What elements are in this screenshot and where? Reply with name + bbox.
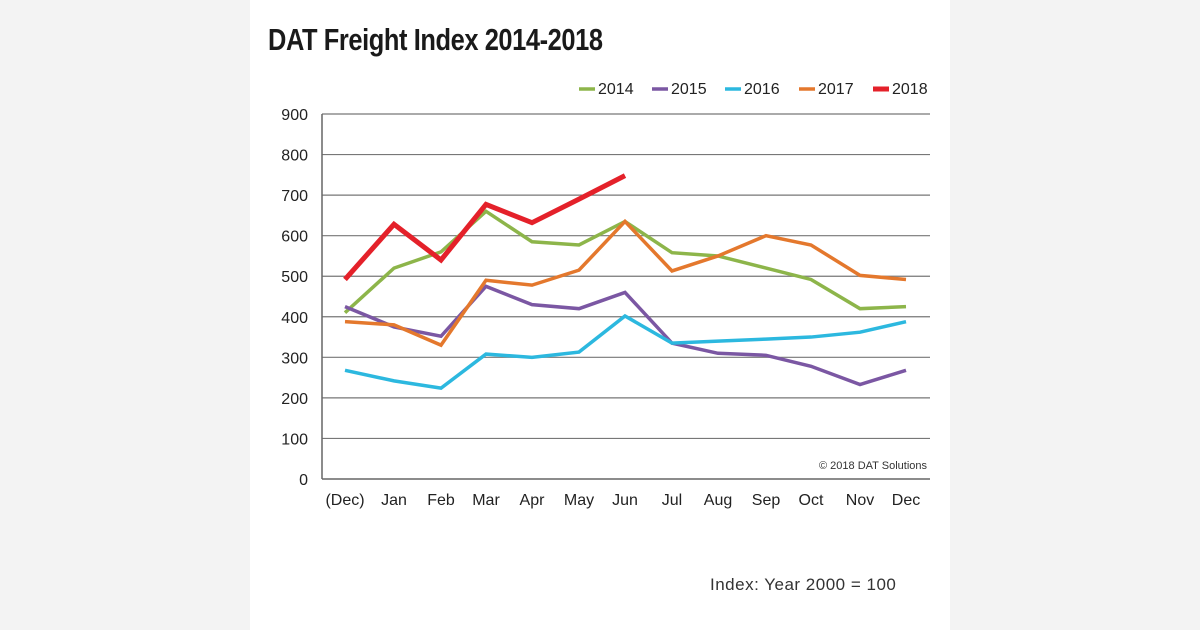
x-tick-label: Jun: [612, 492, 638, 509]
x-tick-label: Nov: [846, 492, 874, 509]
chart-title: DAT Freight Index 2014-2018: [268, 22, 603, 57]
legend-label-2015: 2015: [671, 81, 707, 98]
series-line-2016: [344, 313, 907, 390]
legend-label-2017: 2017: [818, 81, 854, 98]
legend-label-2016: 2016: [744, 81, 780, 98]
y-tick-label: 300: [281, 350, 308, 367]
y-tick-label: 800: [281, 148, 308, 165]
x-tick-label: (Dec): [325, 492, 364, 509]
y-tick-label: 700: [281, 188, 308, 205]
x-tick-label: Dec: [892, 492, 920, 509]
legend-label-2014: 2014: [598, 81, 634, 98]
x-tick-label: Jan: [381, 492, 407, 509]
index-footnote: Index: Year 2000 = 100: [710, 575, 897, 594]
x-tick-label: Feb: [427, 492, 455, 509]
y-tick-label: 0: [299, 472, 308, 489]
x-tick-label: Jul: [662, 492, 682, 509]
x-tick-label: May: [564, 492, 594, 509]
y-tick-label: 500: [281, 269, 308, 286]
y-tick-label: 400: [281, 310, 308, 327]
y-tick-label: 900: [281, 107, 308, 124]
y-tick-label: 100: [281, 431, 308, 448]
copyright-annotation: © 2018 DAT Solutions: [819, 460, 927, 472]
x-tick-label: Mar: [472, 492, 500, 509]
x-tick-label: Aug: [704, 492, 732, 509]
x-tick-label: Sep: [752, 492, 781, 509]
x-tick-label: Oct: [799, 492, 824, 509]
x-tick-label: Apr: [520, 492, 546, 509]
y-tick-label: 600: [281, 229, 308, 246]
series-line-2014: [343, 209, 907, 315]
y-tick-label: 200: [281, 391, 308, 408]
series-line-2017: [344, 218, 907, 348]
legend-label-2018: 2018: [892, 81, 928, 98]
